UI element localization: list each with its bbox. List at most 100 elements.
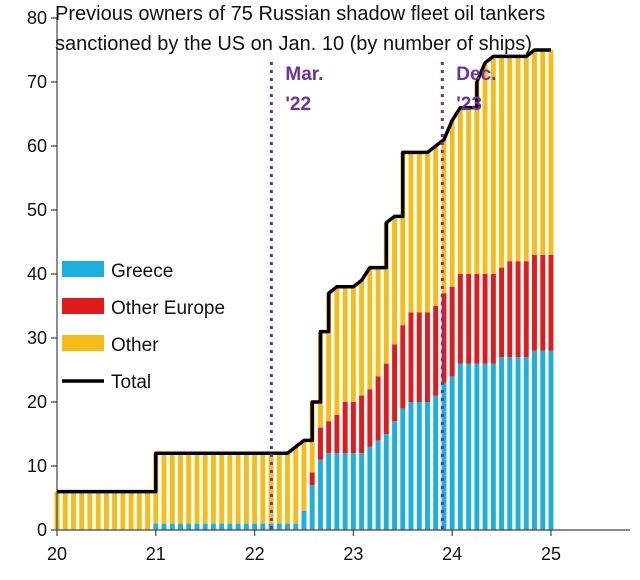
x-tick-label: 21 [146,544,166,564]
bar-other_europe-40 [383,363,389,434]
bar-greece-30 [301,510,307,530]
bar-other_europe-57 [523,261,529,358]
bar-greece-44 [416,402,422,530]
bar-other_europe-52 [482,274,488,364]
bar-greece-13 [161,523,167,530]
bar-other-56 [515,56,521,262]
bar-other_europe-46 [433,306,439,396]
bar-other_europe-47 [441,293,447,383]
bar-greece-58 [532,350,537,530]
bar-greece-36 [350,453,356,530]
bar-greece-29 [293,523,299,530]
x-tick-label: 25 [541,544,561,564]
bar-other_europe-37 [359,395,365,454]
bar-greece-53 [490,363,496,530]
bar-other_europe-39 [375,376,381,441]
bar-other_europe-38 [367,389,373,447]
bar-other_europe-48 [449,286,455,377]
bar-other-38 [367,267,373,390]
y-tick-label: 70 [27,72,47,92]
total-line-layer [57,48,551,494]
bar-other-43 [408,152,414,313]
bar-other-17 [194,453,200,524]
bar-other-40 [383,222,389,364]
bar-other-51 [474,82,480,274]
y-tick-label: 80 [27,8,47,28]
bar-other-49 [457,107,463,274]
bar-other-30 [301,440,307,511]
bar-greece-24 [252,523,258,530]
bar-greece-15 [178,523,183,530]
bar-other-25 [260,453,266,524]
bar-other_europe-60 [548,254,554,351]
bar-greece-31 [309,485,315,530]
bar-other-44 [416,152,422,313]
y-tick-label: 40 [27,264,47,284]
bar-other-58 [532,50,537,255]
bar-other-6 [103,491,109,530]
bar-greece-35 [342,453,348,530]
bar-other_europe-53 [490,274,496,364]
legend-swatch-greece [62,261,104,277]
y-tick-label: 60 [27,136,47,156]
bar-other-54 [499,56,505,268]
y-tick-label: 0 [37,520,47,540]
ticks-layer: 0 10 20 30 40 50 60 70 80 20 21 22 23 24 25 [27,8,561,564]
bar-other_europe-58 [532,254,537,351]
x-tick-label: 22 [245,544,265,564]
x-tick-label: 23 [343,544,363,564]
bar-greece-21 [227,523,233,530]
bar-other-22 [235,453,241,524]
annotations-layer: Mar. '22 Dec. '23 [269,62,496,530]
bar-other-18 [202,453,208,524]
bar-other-59 [540,50,546,255]
bar-greece-32 [318,459,323,530]
bar-other-4 [87,491,93,530]
bar-other-3 [79,491,85,530]
x-tick-label: 24 [442,544,462,564]
bar-other-60 [548,50,554,255]
bar-other-48 [449,120,455,287]
bar-other_europe-43 [408,312,414,402]
y-tick-label: 30 [27,328,47,348]
bar-other_europe-41 [392,344,398,422]
bar-other-2 [71,491,76,530]
bar-other_europe-54 [499,267,505,358]
bar-other-24 [252,453,258,524]
bar-greece-59 [540,350,546,530]
legend-label-greece: Greece [111,261,173,282]
bar-other-10 [136,491,142,530]
bar-greece-33 [326,453,332,530]
bar-other-47 [441,139,447,294]
bar-greece-56 [515,357,521,530]
bar-greece-27 [276,523,282,530]
bar-greece-51 [474,363,480,530]
legend-swatch-other [62,335,104,351]
x-tick-label: 20 [47,544,67,564]
title-line-1: Previous owners of 75 Russian shadow fle… [55,3,545,25]
bar-other-28 [285,453,290,524]
bar-other-45 [425,152,430,313]
bar-other-57 [523,56,529,262]
bar-other-37 [359,280,365,396]
bar-other-9 [128,491,134,530]
bar-other_europe-45 [425,312,430,402]
bar-other-29 [293,446,299,524]
bar-other_europe-59 [540,254,546,351]
bar-other-11 [145,491,151,530]
bar-other-27 [276,453,282,524]
legend: Greece Other Europe Other Total [62,261,225,393]
bar-other_europe-44 [416,312,422,402]
bar-other-53 [490,56,496,275]
bar-other-8 [120,491,126,530]
bar-other-36 [350,286,356,402]
bar-greece-55 [507,357,513,530]
bar-other_europe-49 [457,274,463,364]
bar-greece-48 [449,376,455,530]
bar-other-15 [178,453,183,524]
bar-other-50 [466,107,472,274]
title-line-2: sanctioned by the US on Jan. 10 (by numb… [55,33,532,55]
bar-greece-40 [383,434,389,530]
bar-other_europe-35 [342,402,348,454]
